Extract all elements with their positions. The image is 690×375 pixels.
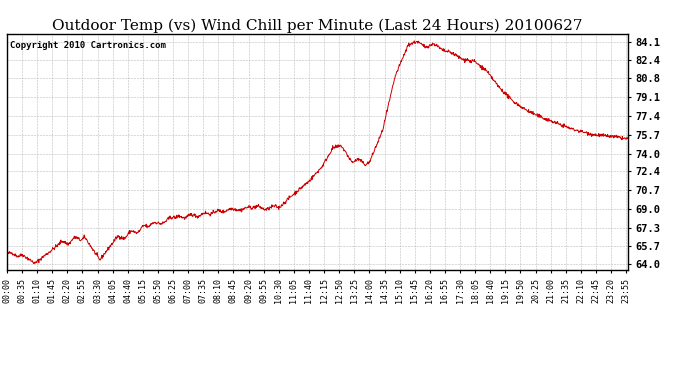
Title: Outdoor Temp (vs) Wind Chill per Minute (Last 24 Hours) 20100627: Outdoor Temp (vs) Wind Chill per Minute … xyxy=(52,18,582,33)
Text: Copyright 2010 Cartronics.com: Copyright 2010 Cartronics.com xyxy=(10,41,166,50)
